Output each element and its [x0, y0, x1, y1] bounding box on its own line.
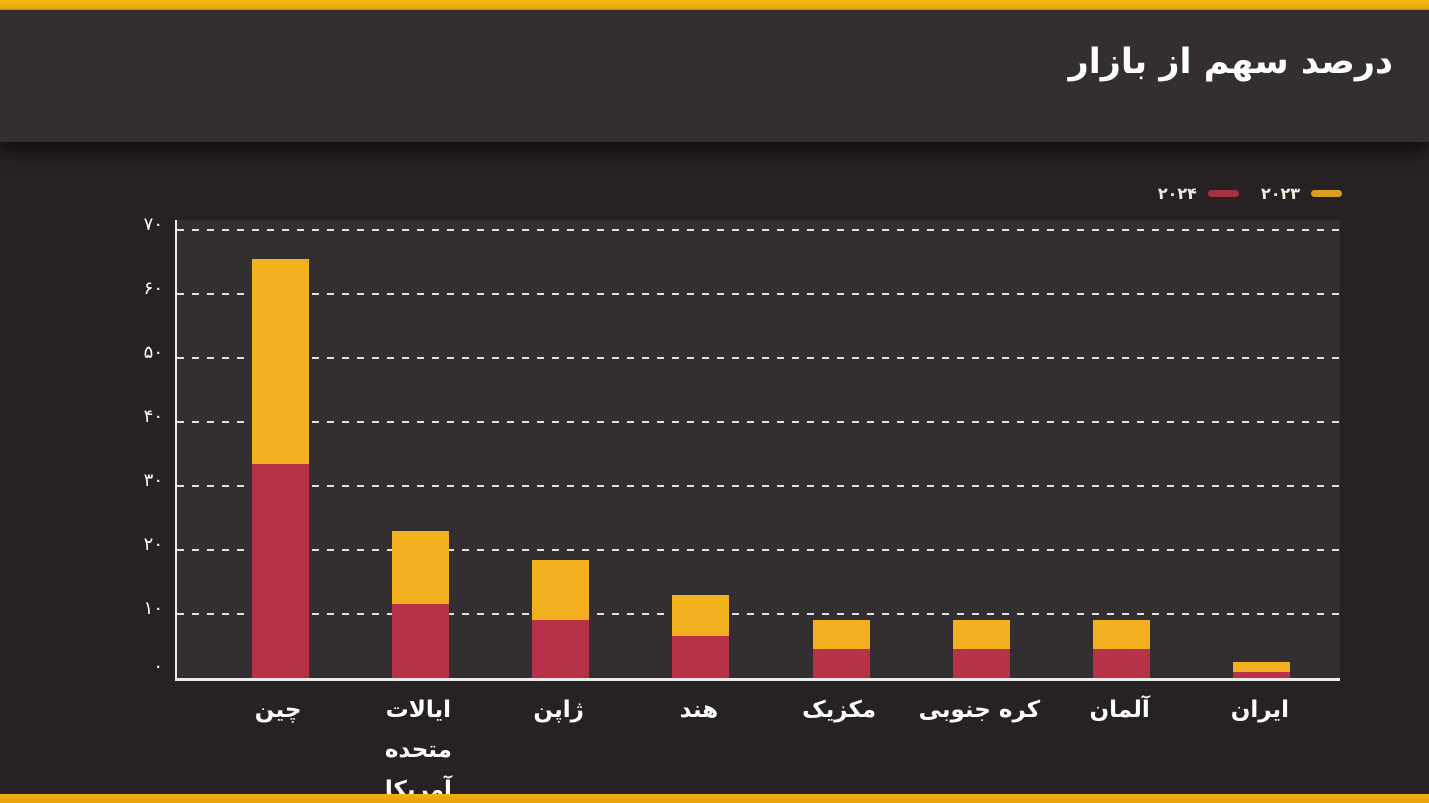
x-label-mexico-line: مکزیک	[802, 697, 877, 723]
y-tick-label-10: ۱۰	[143, 598, 163, 619]
bar-slot-china	[210, 258, 350, 678]
bar-japan-segment-2023	[532, 559, 590, 621]
bar-china-segment-2023	[251, 258, 309, 464]
bar-mexico	[812, 620, 870, 678]
bar-slot-mexico	[771, 620, 911, 678]
bar-south-korea	[952, 620, 1010, 678]
x-label-japan-line: ژاپن	[533, 697, 584, 723]
bar-mexico-segment-2024	[812, 649, 870, 678]
bar-china	[251, 258, 309, 678]
gridline-50	[177, 357, 1340, 359]
x-label-india-line: هند	[679, 697, 719, 723]
y-tick-label-20: ۲۰	[143, 534, 163, 555]
bar-japan	[532, 559, 590, 678]
gridline-10	[177, 613, 1340, 615]
y-tick-label-50: ۵۰	[143, 342, 163, 363]
bar-slot-india	[631, 594, 771, 678]
bar-iran	[1233, 662, 1291, 678]
x-label-japan: ژاپن	[489, 690, 629, 803]
bar-mexico-segment-2023	[812, 620, 870, 650]
bar-usa-segment-2023	[391, 530, 449, 605]
plot-area	[175, 220, 1340, 681]
y-tick-label-40: ۴۰	[143, 406, 163, 427]
legend-item-2024: ۲۰۲۴	[1158, 184, 1239, 203]
x-label-mexico: مکزیک	[769, 690, 909, 803]
bar-south-korea-segment-2024	[952, 649, 1010, 678]
x-label-south-korea-line: کره جنوبی	[918, 697, 1041, 723]
legend-label-2024: ۲۰۲۴	[1157, 184, 1197, 203]
chart-legend: ۲۰۲۴ ۲۰۲۳	[1158, 184, 1342, 203]
bar-india	[672, 594, 730, 678]
legend-item-2023: ۲۰۲۳	[1261, 184, 1342, 203]
bar-germany-segment-2023	[1093, 620, 1151, 650]
bar-india-segment-2024	[672, 636, 730, 678]
bar-germany-segment-2024	[1093, 649, 1151, 678]
bar-slot-iran	[1192, 662, 1332, 678]
gridline-30	[177, 485, 1340, 487]
x-label-china: چین	[208, 690, 348, 803]
bar-iran-segment-2024	[1233, 671, 1291, 678]
bottom-accent-strip	[0, 794, 1429, 803]
x-label-germany-line: آلمان	[1089, 697, 1150, 723]
page-title: درصد سهم از بازار	[1068, 42, 1393, 82]
bar-slot-usa	[350, 530, 490, 678]
x-label-usa-line: ایالات متحده	[384, 697, 452, 763]
bars-container	[210, 220, 1332, 678]
top-accent-strip	[0, 0, 1429, 10]
bar-slot-japan	[491, 559, 631, 678]
gridline-60	[177, 293, 1340, 295]
gridline-70	[177, 229, 1340, 231]
x-label-iran-line: ایران	[1230, 697, 1290, 723]
x-label-germany: آلمان	[1050, 690, 1190, 803]
bar-slot-germany	[1052, 620, 1192, 678]
x-label-china-line: چین	[254, 697, 302, 723]
bar-slot-south-korea	[911, 620, 1051, 678]
bar-usa	[391, 530, 449, 678]
gridline-40	[177, 421, 1340, 423]
y-tick-label-30: ۳۰	[143, 470, 163, 491]
x-label-india: هند	[629, 690, 769, 803]
x-label-usa: ایالات متحده آمریکا	[348, 690, 488, 803]
legend-swatch-2024	[1207, 190, 1239, 197]
bar-germany	[1093, 620, 1151, 678]
x-axis-labels: چین ایالات متحده آمریکا ژاپن هند مکزیک کره جنو…	[208, 690, 1330, 803]
y-tick-label-60: ۶۰	[143, 278, 163, 299]
header: درصد سهم از بازار	[0, 10, 1429, 142]
y-tick-label-0: ۰	[153, 656, 163, 677]
bar-usa-segment-2024	[391, 604, 449, 678]
legend-swatch-2023	[1311, 190, 1342, 197]
legend-label-2023: ۲۰۲۳	[1260, 184, 1300, 203]
bar-japan-segment-2024	[532, 620, 590, 678]
x-label-iran: ایران	[1190, 690, 1330, 803]
x-label-south-korea: کره جنوبی	[909, 690, 1049, 803]
y-tick-label-70: ۷۰	[143, 214, 163, 235]
bar-india-segment-2023	[672, 594, 730, 637]
gridline-20	[177, 549, 1340, 551]
bar-south-korea-segment-2023	[952, 620, 1010, 650]
bar-china-segment-2024	[251, 463, 309, 678]
bar-iran-segment-2023	[1233, 662, 1291, 672]
